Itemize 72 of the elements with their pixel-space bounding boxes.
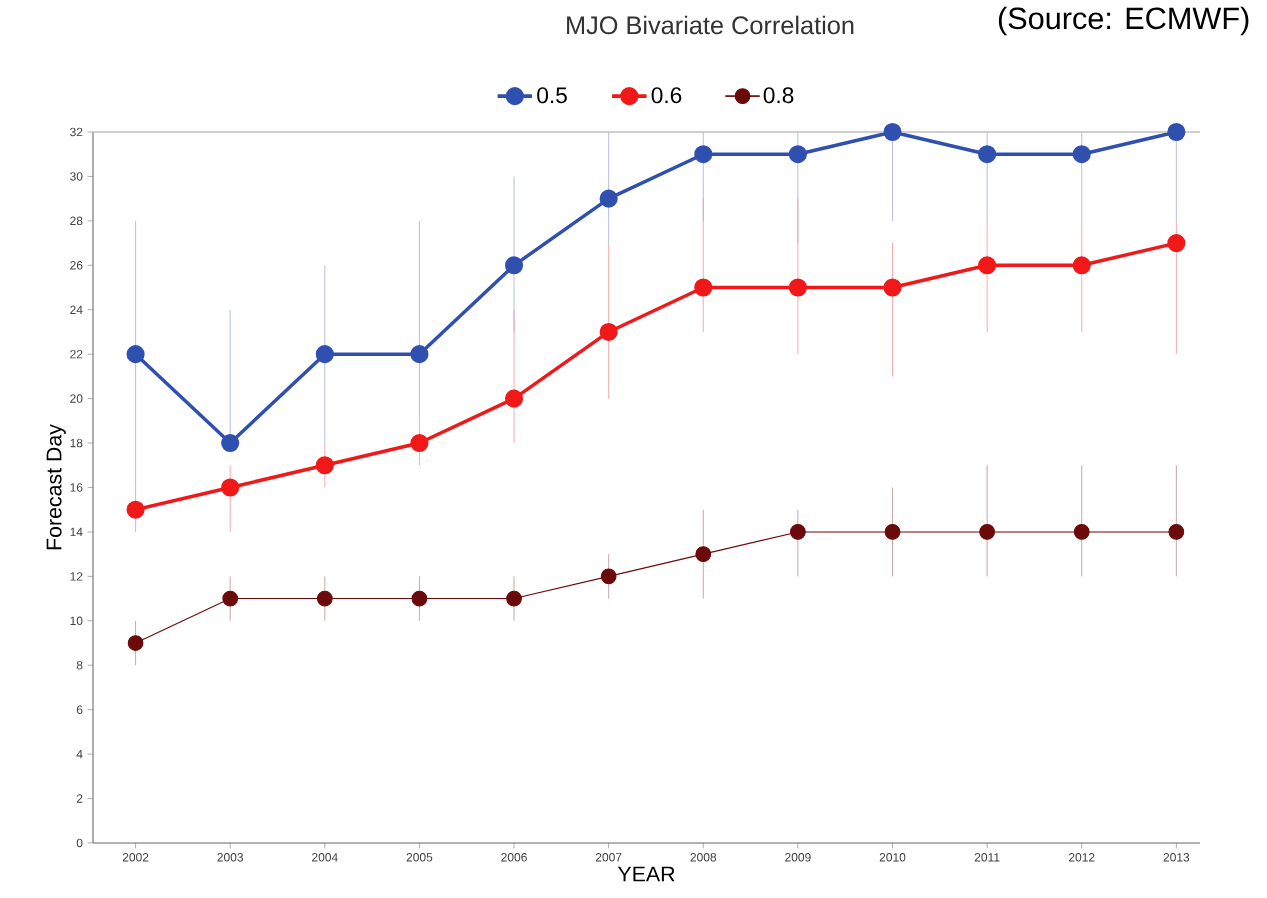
point (1072, 145, 1091, 164)
y-tick-label: 16 (70, 483, 83, 492)
point (1072, 256, 1091, 275)
y-tick-label: 22 (70, 349, 83, 359)
point (883, 122, 902, 142)
point (788, 278, 807, 297)
point (410, 433, 429, 453)
y-tick-label: 10 (70, 616, 83, 626)
y-tick-label: 18 (70, 438, 83, 448)
x-tick-label: 2002 (122, 853, 149, 862)
point (316, 590, 333, 607)
legend-label: 0.8 (763, 87, 794, 104)
point (788, 145, 807, 164)
y-tick-label: 32 (70, 127, 83, 137)
point (222, 590, 239, 607)
y-tick-label: 0 (76, 838, 83, 848)
point (979, 524, 995, 540)
y-tick-label: 28 (70, 216, 83, 226)
point (410, 345, 429, 364)
point (694, 278, 713, 297)
legend-label: 0.5 (537, 87, 567, 104)
point (1167, 234, 1186, 253)
legend-label: 0.6 (651, 87, 682, 104)
y-tick-label: 8 (76, 660, 83, 670)
point (978, 256, 997, 275)
point (694, 145, 713, 164)
y-tick-label: 4 (76, 749, 83, 759)
y-tick-label: 2 (76, 794, 83, 803)
chart-title: MJO Bivariate Correlation (567, 15, 854, 35)
y-tick-label: 20 (70, 394, 83, 403)
x-tick-label: 2007 (595, 853, 622, 862)
point (599, 189, 618, 208)
point (504, 389, 524, 408)
x-tick-label: 2013 (1163, 853, 1190, 862)
point (884, 524, 901, 540)
x-tick-label: 2009 (785, 853, 811, 862)
point (599, 322, 618, 342)
point (126, 345, 145, 364)
point (126, 500, 145, 519)
x-axis-title: YEAR (617, 866, 675, 882)
x-tick-label: 2003 (217, 853, 244, 862)
point (411, 590, 428, 607)
point (506, 590, 522, 607)
point (1073, 524, 1090, 540)
point (1167, 122, 1186, 142)
y-axis-title: Forecast Day (46, 424, 66, 550)
point (315, 345, 334, 364)
y-tick-label: 14 (70, 527, 83, 537)
x-tick-label: 2011 (974, 853, 1000, 862)
point (221, 478, 240, 497)
x-tick-label: 2004 (312, 853, 338, 862)
text: (Source: ECMWF) (998, 6, 1249, 36)
point (883, 278, 902, 297)
point (504, 256, 524, 275)
point (1168, 524, 1185, 540)
y-tick-label: 6 (76, 705, 83, 714)
point (978, 145, 997, 164)
x-tick-label: 2012 (1069, 853, 1095, 862)
x-tick-label: 2010 (879, 853, 906, 862)
x-tick-label: 2006 (501, 853, 527, 862)
y-tick-label: 26 (70, 261, 83, 270)
y-tick-label: 24 (70, 305, 83, 314)
y-tick-label: 30 (70, 172, 83, 181)
x-tick-label: 2008 (690, 853, 717, 862)
point (127, 635, 144, 651)
point (315, 456, 334, 475)
point (600, 568, 617, 585)
point (695, 546, 712, 563)
point (221, 433, 240, 453)
point (790, 524, 806, 540)
y-tick-label: 12 (70, 572, 83, 581)
x-tick-label: 2005 (406, 853, 433, 862)
